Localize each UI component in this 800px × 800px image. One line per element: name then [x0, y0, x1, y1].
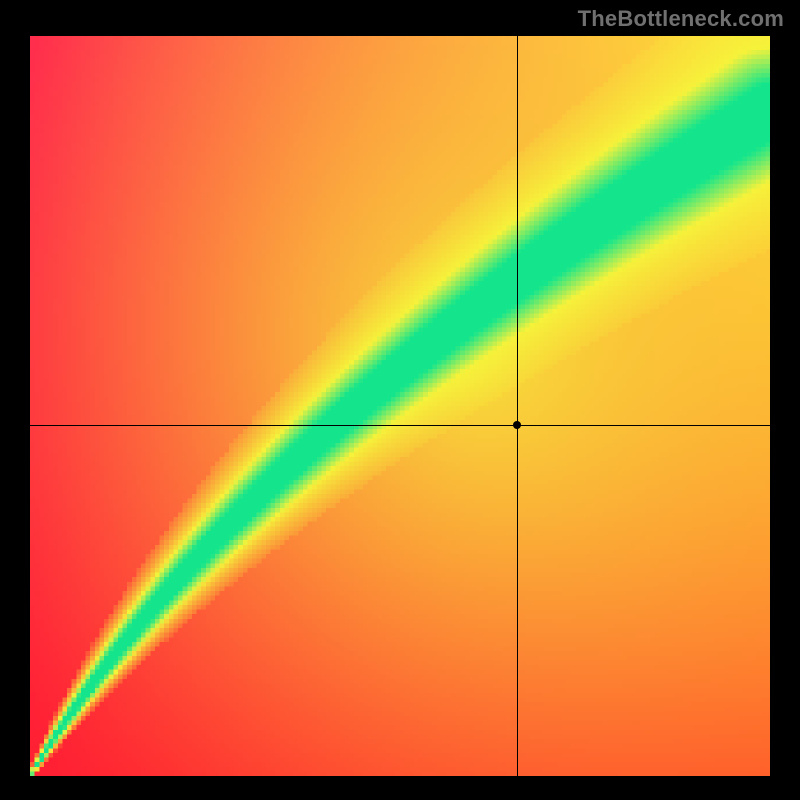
- crosshair-marker-dot: [513, 421, 521, 429]
- plot-area: [30, 36, 770, 776]
- heatmap-canvas: [30, 36, 770, 776]
- crosshair-vertical: [517, 36, 518, 776]
- watermark-text: TheBottleneck.com: [578, 6, 784, 32]
- crosshair-horizontal: [30, 425, 770, 426]
- chart-container: TheBottleneck.com: [0, 0, 800, 800]
